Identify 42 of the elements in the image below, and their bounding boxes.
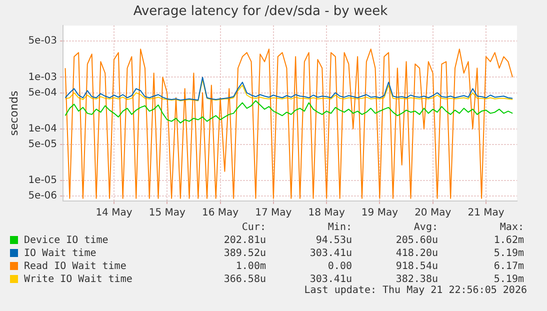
y-tick-label: 5e-05: [28, 138, 58, 150]
text: 1.00m: [234, 261, 266, 274]
text: 94.53u: [314, 235, 352, 248]
text: 5.19m: [492, 248, 524, 261]
y-tick-label: 5e-06: [28, 190, 58, 202]
chart-title: Average latency for /dev/sda - by week: [133, 4, 388, 20]
text: 418.20u: [394, 248, 438, 261]
y-tick-label: 1e-04: [28, 123, 58, 134]
x-tick-label: 19 May: [361, 208, 398, 219]
x-tick-label: 18 May: [308, 208, 345, 219]
text: 202.81u: [222, 235, 266, 248]
text: Min:: [326, 222, 352, 235]
text: 918.54u: [394, 261, 438, 274]
text: 303.41u: [308, 274, 352, 285]
text: 205.60u: [394, 235, 438, 248]
text: 382.38u: [394, 274, 438, 285]
text: Max:: [498, 222, 524, 235]
text: Cur:: [240, 222, 266, 235]
x-tick-label: 14 May: [96, 208, 132, 219]
text: 6.17m: [492, 261, 524, 274]
y-axis-title: seconds: [7, 90, 20, 136]
text: 366.58u: [222, 274, 266, 287]
text: Avg:: [412, 222, 438, 235]
text: 389.52u: [222, 248, 266, 261]
x-tick-label: 17 May: [255, 208, 292, 219]
text: 0.00: [326, 261, 352, 274]
legend-label: Device IO time: [24, 235, 108, 246]
x-tick-label: 16 May: [202, 208, 239, 219]
y-tick-label: 5e-03: [28, 36, 58, 47]
legend-label: Write IO Wait time: [24, 274, 132, 285]
x-tick-label: 20 May: [414, 208, 452, 219]
text: 1.62m: [492, 235, 524, 248]
x-tick-label: 21 May: [468, 208, 504, 219]
y-tick-label: 5e-04: [28, 87, 58, 98]
legend-label: Read IO Wait time: [24, 261, 126, 272]
text: 303.41u: [308, 248, 352, 261]
y-tick-label: 1e-03: [28, 72, 58, 83]
x-tick-label: 15 May: [148, 208, 186, 219]
y-tick-label: 1e-05: [28, 175, 58, 186]
legend-label: IO Wait time: [24, 248, 96, 259]
text: 5.19m: [492, 274, 524, 286]
text: Last update: Thu May 21 22:56:05 2026: [304, 285, 527, 296]
